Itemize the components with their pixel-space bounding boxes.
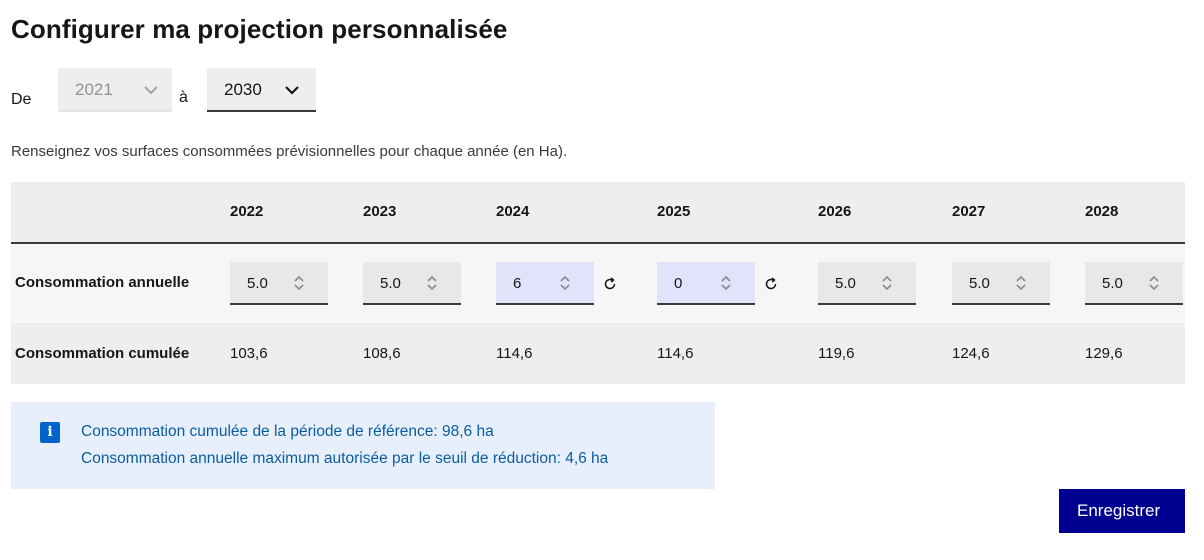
cumulative-value: 108,6	[363, 345, 401, 362]
annual-input-2027[interactable]: 5.0	[952, 262, 1050, 305]
year-header: 2027	[952, 203, 986, 220]
stepper-arrows-icon[interactable]	[1147, 274, 1161, 292]
instructions-text: Renseignez vos surfaces consommées prévi…	[11, 143, 568, 160]
annual-value: 5.0	[1102, 275, 1123, 292]
to-label: à	[179, 89, 188, 106]
stepper-arrows-icon[interactable]	[719, 274, 733, 292]
annual-input-2022[interactable]: 5.0	[230, 262, 328, 305]
annual-input-2026[interactable]: 5.0	[818, 262, 916, 305]
annual-value: 5.0	[247, 275, 268, 292]
info-icon: i	[40, 422, 60, 443]
year-header: 2022	[230, 203, 264, 220]
info-alert: i Consommation cumulée de la période de …	[11, 402, 715, 489]
reference-consumption-text: Consommation cumulée de la période de ré…	[81, 423, 494, 440]
cumulative-consumption-row: Consommation cumulée 103,6 108,6 114,6 1…	[11, 323, 1185, 384]
reset-icon[interactable]	[602, 276, 618, 292]
from-label: De	[11, 91, 32, 108]
table-header: 2022 2023 2024 2025 2026 2027 2028	[11, 182, 1185, 244]
to-year-select[interactable]: 2030	[207, 68, 316, 112]
from-year-value: 2021	[75, 80, 113, 99]
annual-value: 5.0	[380, 275, 401, 292]
period-selector: De 2021 à 2030	[11, 68, 331, 112]
stepper-arrows-icon[interactable]	[425, 274, 439, 292]
reset-icon[interactable]	[763, 276, 779, 292]
max-annual-consumption-text: Consommation annuelle maximum autorisée …	[81, 450, 609, 467]
annual-value: 6	[513, 275, 522, 292]
annual-input-2023[interactable]: 5.0	[363, 262, 461, 305]
chevron-down-icon	[285, 86, 299, 95]
chevron-down-icon	[144, 86, 158, 95]
annual-consumption-row: Consommation annuelle 5.0 5.0 6 0 5.0 5.…	[11, 244, 1185, 323]
stepper-arrows-icon[interactable]	[292, 274, 306, 292]
cumulative-value: 114,6	[496, 345, 533, 362]
cumulative-value: 119,6	[818, 345, 855, 362]
year-header: 2025	[657, 203, 691, 220]
stepper-arrows-icon[interactable]	[1014, 274, 1028, 292]
annual-input-2028[interactable]: 5.0	[1085, 262, 1183, 305]
save-button-label: Enregistrer	[1077, 501, 1161, 520]
save-button[interactable]: Enregistrer	[1059, 489, 1185, 533]
year-header: 2026	[818, 203, 852, 220]
projection-table: 2022 2023 2024 2025 2026 2027 2028 Conso…	[11, 182, 1185, 384]
cumulative-value: 114,6	[657, 345, 694, 362]
annual-value: 0	[674, 275, 683, 292]
cumulative-value: 103,6	[230, 345, 268, 362]
annual-input-2024[interactable]: 6	[496, 262, 594, 305]
cumulative-value: 129,6	[1085, 345, 1123, 362]
stepper-arrows-icon[interactable]	[558, 274, 572, 292]
annual-input-2025[interactable]: 0	[657, 262, 755, 305]
annual-value: 5.0	[969, 275, 990, 292]
cumulative-value: 124,6	[952, 345, 990, 362]
year-header: 2028	[1085, 203, 1119, 220]
annual-value: 5.0	[835, 275, 856, 292]
annual-consumption-label: Consommation annuelle	[15, 274, 190, 291]
cumulative-consumption-label: Consommation cumulée	[15, 345, 190, 362]
stepper-arrows-icon[interactable]	[880, 274, 894, 292]
page-title: Configurer ma projection personnalisée	[11, 14, 508, 44]
year-header: 2024	[496, 203, 530, 220]
from-year-select[interactable]: 2021	[58, 68, 172, 112]
to-year-value: 2030	[224, 80, 262, 99]
year-header: 2023	[363, 203, 397, 220]
